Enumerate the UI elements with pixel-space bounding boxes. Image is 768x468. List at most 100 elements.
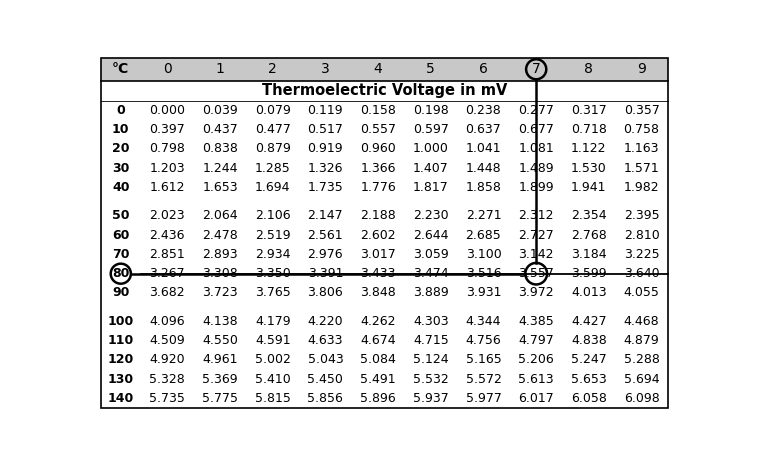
Text: 30: 30 <box>112 162 130 175</box>
Text: 3.889: 3.889 <box>413 286 449 300</box>
Text: 0.960: 0.960 <box>360 142 396 155</box>
Text: 3: 3 <box>321 62 329 76</box>
Text: 6.017: 6.017 <box>518 392 554 405</box>
Text: 0.119: 0.119 <box>308 104 343 117</box>
Text: 0.718: 0.718 <box>571 123 607 136</box>
Text: 20: 20 <box>112 142 130 155</box>
Text: 1.653: 1.653 <box>202 181 238 194</box>
Text: 5: 5 <box>426 62 435 76</box>
Text: 3.184: 3.184 <box>571 248 607 261</box>
Text: 2.395: 2.395 <box>624 210 660 222</box>
Text: 6.098: 6.098 <box>624 392 660 405</box>
Text: 2.602: 2.602 <box>360 229 396 241</box>
Text: 0.879: 0.879 <box>255 142 290 155</box>
Text: 0.677: 0.677 <box>518 123 554 136</box>
Text: 1.285: 1.285 <box>255 162 290 175</box>
Text: 3.391: 3.391 <box>308 267 343 280</box>
Text: °C: °C <box>112 62 130 76</box>
Text: 1.858: 1.858 <box>465 181 502 194</box>
Text: 0.238: 0.238 <box>465 104 502 117</box>
Text: 5.896: 5.896 <box>360 392 396 405</box>
Text: 2.064: 2.064 <box>202 210 238 222</box>
Text: 5.815: 5.815 <box>255 392 290 405</box>
Text: 0.000: 0.000 <box>149 104 185 117</box>
Text: 1.326: 1.326 <box>308 162 343 175</box>
Text: 5.165: 5.165 <box>465 353 502 366</box>
Text: 1.899: 1.899 <box>518 181 554 194</box>
Text: 0.637: 0.637 <box>465 123 502 136</box>
Text: 1.817: 1.817 <box>413 181 449 194</box>
Text: 1.735: 1.735 <box>307 181 343 194</box>
Text: 2.106: 2.106 <box>255 210 290 222</box>
Text: 0.198: 0.198 <box>413 104 449 117</box>
Bar <box>101 58 668 81</box>
Text: 9: 9 <box>637 62 646 76</box>
Text: 0.798: 0.798 <box>149 142 185 155</box>
Text: 0.517: 0.517 <box>307 123 343 136</box>
Text: 4.303: 4.303 <box>413 315 449 328</box>
Text: 4.756: 4.756 <box>465 334 502 347</box>
Text: 2.023: 2.023 <box>150 210 185 222</box>
Text: 130: 130 <box>108 373 134 386</box>
Text: 5.450: 5.450 <box>307 373 343 386</box>
Text: 3.723: 3.723 <box>202 286 238 300</box>
Text: 2.478: 2.478 <box>202 229 238 241</box>
Text: 5.694: 5.694 <box>624 373 660 386</box>
Text: 4.797: 4.797 <box>518 334 554 347</box>
Text: 2.685: 2.685 <box>465 229 502 241</box>
Text: 2.519: 2.519 <box>255 229 290 241</box>
Text: 4.220: 4.220 <box>308 315 343 328</box>
Text: 3.931: 3.931 <box>465 286 502 300</box>
Text: 0.437: 0.437 <box>202 123 238 136</box>
Text: 1.366: 1.366 <box>360 162 396 175</box>
Text: 0.397: 0.397 <box>150 123 185 136</box>
Text: 2.354: 2.354 <box>571 210 607 222</box>
Text: 4.179: 4.179 <box>255 315 290 328</box>
Text: 4.961: 4.961 <box>202 353 238 366</box>
Text: 10: 10 <box>112 123 130 136</box>
Text: 2.271: 2.271 <box>465 210 502 222</box>
Text: 5.977: 5.977 <box>465 392 502 405</box>
Text: 4.344: 4.344 <box>465 315 502 328</box>
Text: 1.448: 1.448 <box>465 162 502 175</box>
Text: 5.002: 5.002 <box>255 353 290 366</box>
Text: 4.385: 4.385 <box>518 315 554 328</box>
Text: 2: 2 <box>268 62 277 76</box>
Text: 5.124: 5.124 <box>413 353 449 366</box>
Text: 0.477: 0.477 <box>255 123 290 136</box>
Text: 3.682: 3.682 <box>150 286 185 300</box>
Text: 1.776: 1.776 <box>360 181 396 194</box>
Text: 50: 50 <box>112 210 130 222</box>
Text: 0.158: 0.158 <box>360 104 396 117</box>
Text: 120: 120 <box>108 353 134 366</box>
Text: 1.982: 1.982 <box>624 181 660 194</box>
Text: 3.516: 3.516 <box>465 267 502 280</box>
Text: 3.848: 3.848 <box>360 286 396 300</box>
Text: 2.893: 2.893 <box>202 248 238 261</box>
Text: 4.427: 4.427 <box>571 315 607 328</box>
Text: 2.188: 2.188 <box>360 210 396 222</box>
Text: 3.640: 3.640 <box>624 267 660 280</box>
Text: 5.532: 5.532 <box>413 373 449 386</box>
Text: 4.509: 4.509 <box>150 334 185 347</box>
Text: 6.058: 6.058 <box>571 392 607 405</box>
Text: 5.247: 5.247 <box>571 353 607 366</box>
Text: 2.934: 2.934 <box>255 248 290 261</box>
Text: 3.806: 3.806 <box>307 286 343 300</box>
Text: 4.550: 4.550 <box>202 334 238 347</box>
Text: 1.571: 1.571 <box>624 162 660 175</box>
Text: 5.410: 5.410 <box>255 373 290 386</box>
Text: 90: 90 <box>112 286 130 300</box>
Text: 4.138: 4.138 <box>202 315 238 328</box>
Text: 110: 110 <box>108 334 134 347</box>
Text: 4.633: 4.633 <box>308 334 343 347</box>
Text: 2.312: 2.312 <box>518 210 554 222</box>
Text: 1.163: 1.163 <box>624 142 660 155</box>
Text: 0.838: 0.838 <box>202 142 238 155</box>
Text: 0.919: 0.919 <box>308 142 343 155</box>
Text: 5.856: 5.856 <box>307 392 343 405</box>
Text: 7: 7 <box>531 62 541 76</box>
Text: 4: 4 <box>374 62 382 76</box>
Text: 1.694: 1.694 <box>255 181 290 194</box>
Text: 3.100: 3.100 <box>465 248 502 261</box>
